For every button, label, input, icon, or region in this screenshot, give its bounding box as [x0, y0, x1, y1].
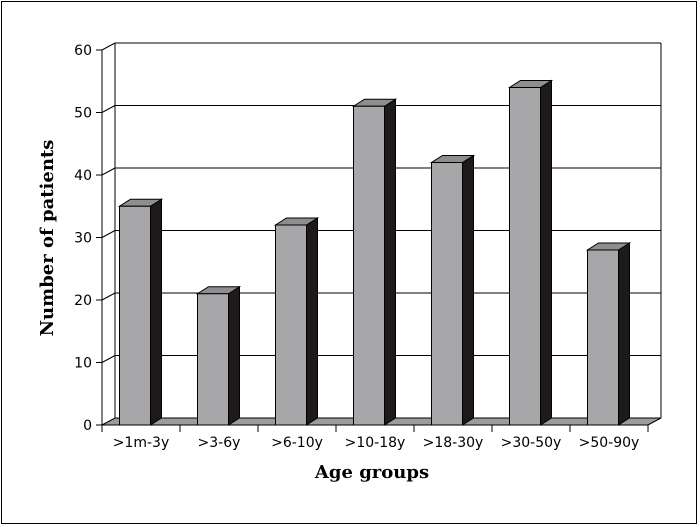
bar-front [119, 205, 151, 426]
gridline-side [101, 230, 116, 238]
bar-side [306, 217, 318, 426]
y-tick-label: 10 [74, 356, 92, 372]
bars [117, 79, 632, 426]
gridline-side [101, 355, 116, 363]
y-tick-label: 0 [83, 418, 92, 434]
y-tick-label: 60 [74, 43, 92, 59]
x-axis-title: Age groups [314, 462, 429, 483]
x-tick-label: >18-30y [423, 435, 484, 451]
x-tick-label: >10-18y [345, 435, 406, 451]
bar-front [197, 293, 229, 426]
bar [117, 198, 164, 426]
gridline-side [101, 42, 116, 51]
bar [429, 154, 476, 426]
y-tick-label: 20 [74, 293, 92, 309]
x-tick-label: >3-6y [198, 435, 241, 451]
x-tick-label: >1m-3y [113, 435, 170, 451]
y-tick-labels: 0 10 20 30 40 50 60 [74, 43, 92, 434]
bar-front [275, 224, 307, 426]
bar-front [509, 87, 541, 426]
bar-front [353, 105, 385, 426]
y-tick-label: 50 [74, 106, 92, 122]
y-axis-title: Number of patients [37, 140, 58, 337]
gridline-side [101, 105, 116, 113]
bar [195, 285, 242, 426]
bar-front [431, 162, 463, 426]
bar [507, 79, 554, 426]
y-tick-label: 30 [74, 231, 92, 247]
y-tick-label: 40 [74, 168, 92, 184]
gridline-side [101, 167, 116, 176]
x-tick-label: >50-90y [579, 435, 640, 451]
bar-side [462, 154, 474, 426]
bar-side [228, 285, 240, 426]
x-tick-label: >30-50y [501, 435, 562, 451]
bar [585, 242, 632, 426]
bar [351, 98, 398, 426]
bar-side [150, 198, 162, 426]
bar-front [587, 249, 619, 426]
gridline-side [101, 292, 116, 301]
bar-side [540, 79, 552, 426]
x-tick-label: >6-10y [271, 435, 323, 451]
bar [273, 217, 320, 426]
bar-side [384, 98, 396, 426]
x-tick-labels: >1m-3y >3-6y >6-10y >10-18y >18-30y >30-50y >5… [101, 425, 649, 451]
bar-side [618, 242, 630, 426]
